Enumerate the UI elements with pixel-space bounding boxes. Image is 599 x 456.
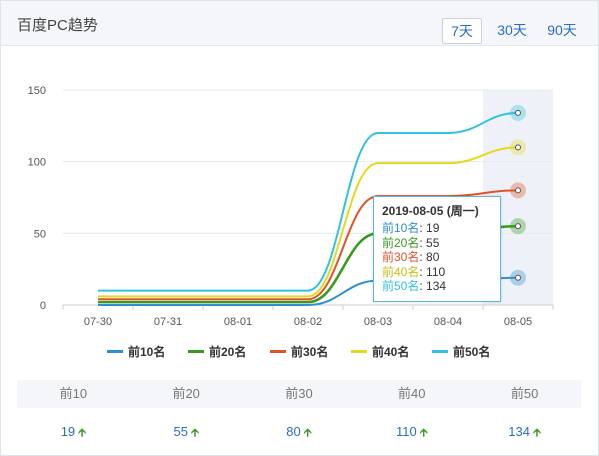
trend-chart: 0 50 100 150 07-30 07-31 08-01 08-02 08-03 08-04 0… [28, 85, 554, 328]
x-tick-label: 08-04 [434, 316, 462, 328]
data-point [515, 144, 521, 151]
tooltip-row-label: 前10名 [382, 221, 420, 235]
data-point [515, 223, 521, 230]
tooltip-title: 2019-08-05 (周一) [382, 204, 479, 218]
legend-swatch [270, 350, 286, 354]
stats-header-top20: 前20 [172, 386, 200, 401]
legend-swatch [432, 350, 448, 354]
stats-value-top30: 80 🡩 [243, 418, 356, 447]
stats-header-top40: 前40 [398, 386, 426, 401]
panel-header: 百度PC趋势 7天 30天 90天 [1, 1, 598, 46]
legend-label: 前30名 [291, 345, 329, 359]
stats-value-top50: 134 🡩 [468, 418, 581, 447]
up-arrow-icon: 🡩 [303, 427, 312, 439]
legend-label: 前10名 [128, 345, 166, 359]
chart-tooltip: 2019-08-05 (周一) 前10名: 19 前20名: 55 前30名: … [373, 196, 501, 302]
tooltip-row-label: 前30名 [382, 250, 420, 264]
tooltip-row-value: 110 [426, 264, 446, 279]
legend-item-top40[interactable]: 前40名 [351, 343, 410, 359]
legend-item-top30[interactable]: 前30名 [270, 343, 329, 359]
tooltip-row-label: 前20名 [382, 235, 420, 250]
up-arrow-icon: 🡩 [532, 427, 541, 439]
y-tick-label: 100 [28, 157, 46, 169]
up-arrow-icon: 🡩 [78, 427, 87, 439]
up-arrow-icon: 🡩 [190, 427, 199, 439]
data-point [515, 187, 521, 194]
tooltip-row-value: 80 [426, 250, 440, 264]
tooltip-row-value: 134 [426, 279, 447, 293]
stats-table: 前10 前20 前30 前40 前50 19 🡩 55 🡩 80 🡩 110 🡩 134… [17, 380, 581, 447]
legend-label: 前50名 [453, 345, 491, 359]
legend-label: 前20名 [209, 345, 247, 359]
legend-swatch [188, 350, 204, 354]
up-arrow-icon: 🡩 [419, 427, 428, 439]
stats-value: 134 [508, 424, 530, 439]
y-tick-label: 0 [40, 300, 46, 312]
tooltip-row: 前10名: 19 [382, 221, 440, 235]
stats-header-top10: 前10 [59, 386, 88, 401]
stats-value: 110 [395, 424, 417, 439]
series-line [98, 111, 519, 292]
tooltip-row: 前20名: 55 [382, 235, 440, 250]
x-tick-label: 08-05 [504, 316, 532, 328]
tooltip-row-value: 19 [426, 221, 440, 235]
legend-item-top10[interactable]: 前10名 [107, 343, 166, 359]
range-30d-button[interactable]: 30天 [497, 22, 527, 38]
x-tick-label: 07-31 [154, 316, 182, 328]
range-90d-button[interactable]: 90天 [547, 22, 577, 38]
data-point [515, 274, 521, 281]
range-7d-button[interactable]: 7天 [442, 18, 482, 44]
legend-label: 前40名 [372, 345, 410, 359]
x-tick-label: 08-03 [364, 316, 392, 328]
panel-title: 百度PC趋势 [17, 17, 98, 34]
stats-header-top30: 前30 [285, 386, 313, 401]
series-line [97, 146, 519, 298]
y-tick-label: 150 [28, 85, 46, 97]
data-point [515, 109, 521, 116]
stats-value-top20: 55 🡩 [130, 418, 243, 447]
stats-value-top40: 110 🡩 [355, 418, 468, 447]
stats-value-top10: 19 🡩 [17, 418, 130, 447]
legend-item-top50[interactable]: 前50名 [432, 343, 491, 359]
legend-item-top20[interactable]: 前20名 [188, 343, 247, 359]
stats-value: 19 [60, 424, 76, 439]
stats-value: 55 [173, 424, 188, 439]
tooltip-row: 前40名: 110 [382, 264, 446, 279]
tooltip-row: 前50名: 134 [382, 279, 447, 293]
stats-header-top50: 前50 [510, 386, 539, 401]
stats-header-row: 前10 前20 前30 前40 前50 [17, 380, 581, 408]
tooltip-row: 前30名: 80 [382, 250, 440, 264]
x-tick-label: 07-30 [84, 316, 112, 328]
stats-value: 80 [286, 424, 301, 439]
legend-swatch [107, 350, 123, 354]
legend-swatch [351, 350, 367, 354]
x-tick-label: 08-02 [294, 316, 322, 328]
stats-value-row: 19 🡩 55 🡩 80 🡩 110 🡩 134 🡩 [17, 418, 581, 447]
tooltip-row-value: 55 [426, 235, 440, 250]
x-tick-label: 08-01 [224, 316, 252, 328]
tooltip-row-label: 前50名 [382, 279, 420, 293]
y-tick-label: 50 [34, 228, 46, 240]
tooltip-row-label: 前40名 [382, 264, 420, 279]
